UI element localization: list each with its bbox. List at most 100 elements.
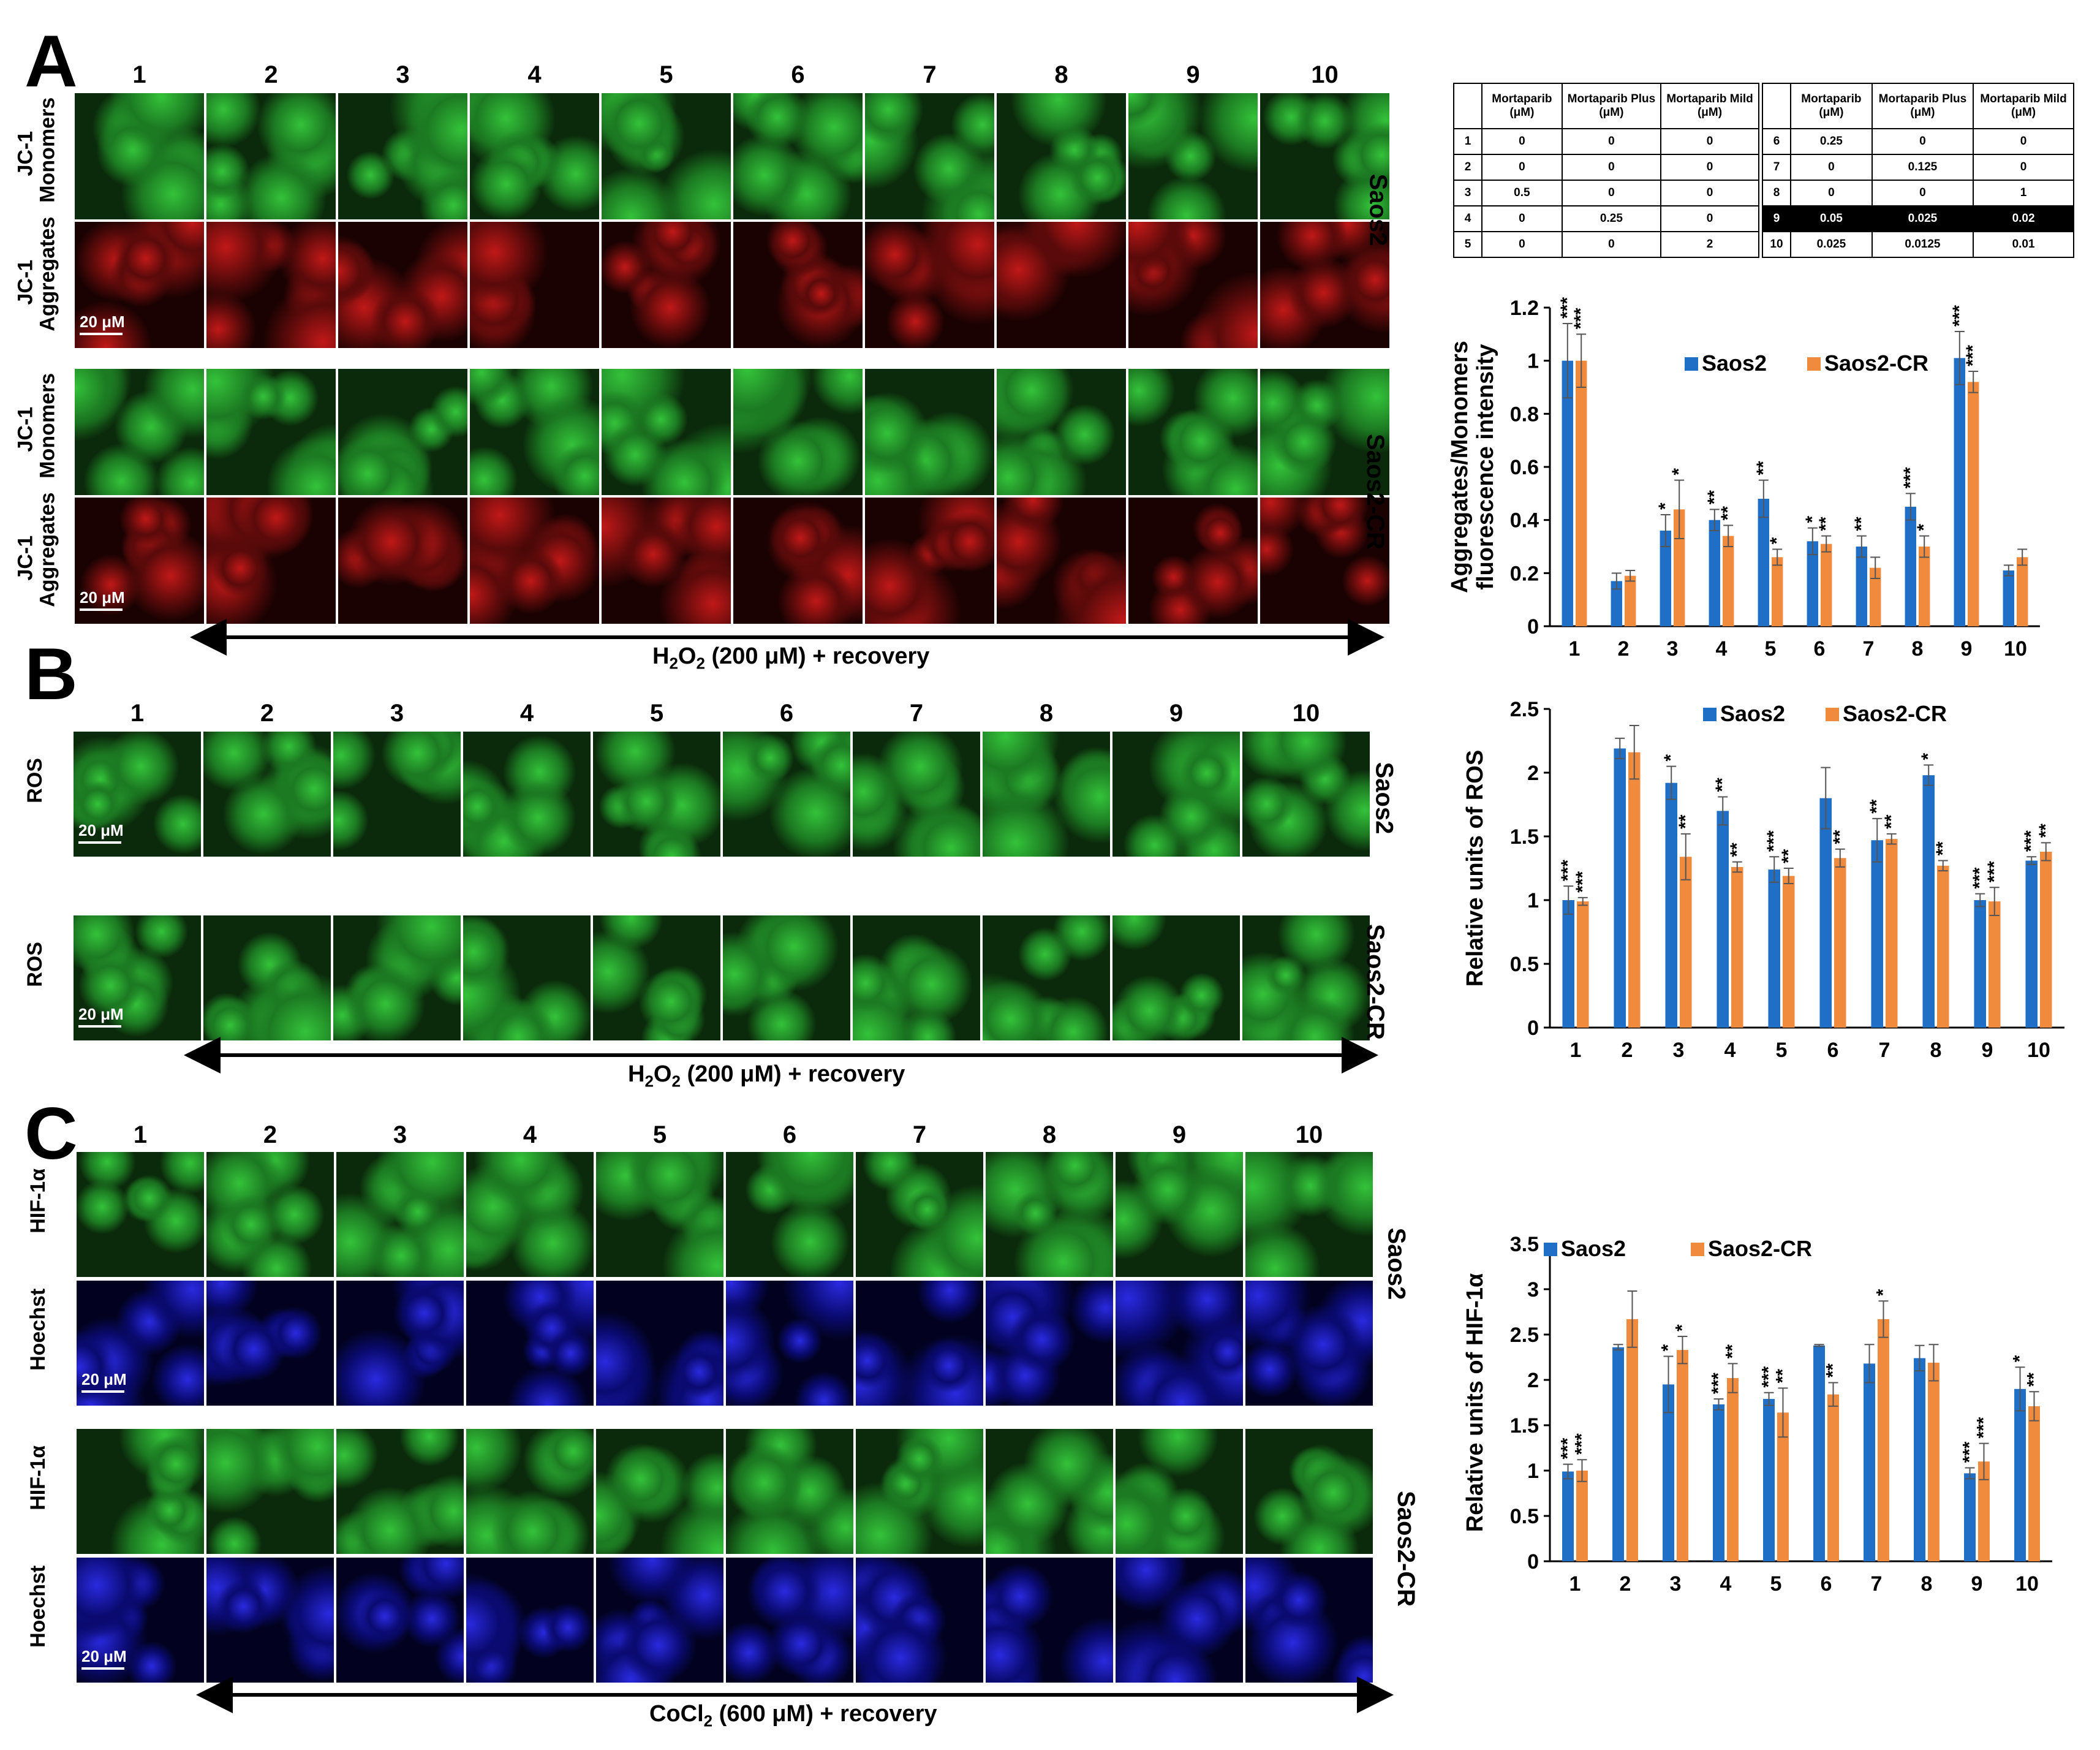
table-row-index: 1 — [1453, 128, 1482, 155]
bar-saos2cr — [1928, 1362, 1939, 1561]
table-cell: 0.0125 — [1871, 231, 1974, 258]
bar-saos2 — [1964, 1473, 1976, 1561]
column-number: 5 — [652, 1121, 667, 1148]
significance-stars: * — [1658, 1344, 1679, 1352]
micrograph-tile — [1241, 730, 1371, 858]
micrograph-tile — [74, 368, 205, 496]
bar-saos2 — [1864, 1363, 1875, 1561]
table-cell: 0 — [1660, 154, 1759, 181]
significance-stars: *** — [1960, 1441, 1980, 1463]
treatment-label-b: H2O2 (200 μM) + recovery — [628, 1061, 905, 1091]
table-header-row: Mortaparib (μM) Mortaparib Plus (μM) Morta… — [1762, 83, 2074, 129]
micrograph-tile — [72, 914, 202, 1042]
micrograph-tile — [465, 1279, 595, 1407]
significance-stars: ** — [1727, 843, 1747, 857]
y-tick-label: 3.5 — [1510, 1233, 1539, 1256]
panel-letter-a: A — [25, 20, 78, 102]
micrograph-tile — [981, 914, 1111, 1042]
micrograph-tile — [864, 368, 995, 496]
micrograph-tile — [984, 1279, 1114, 1407]
column-number: 6 — [782, 1121, 797, 1148]
bar-saos2cr — [1978, 1461, 1990, 1561]
micrograph-tile — [1114, 1428, 1244, 1555]
table-cell: 0 — [1561, 180, 1662, 206]
bar-saos2 — [2014, 1388, 2026, 1561]
x-tick-label: 7 — [1863, 637, 1875, 661]
bar-saos2 — [1813, 1345, 1825, 1561]
column-number: 5 — [659, 61, 673, 88]
bar-saos2 — [1768, 869, 1780, 1028]
significance-stars: ** — [1822, 1363, 1843, 1378]
significance-stars: ** — [1722, 1344, 1742, 1359]
x-tick-label: 1 — [1569, 1572, 1581, 1596]
table-cell: 0 — [1660, 180, 1759, 206]
x-tick-label: 8 — [1930, 1039, 1942, 1062]
column-number: 7 — [909, 700, 924, 727]
micrograph-tile — [1127, 221, 1259, 349]
micrograph-tile — [981, 730, 1111, 858]
column-number: 10 — [1292, 700, 1320, 727]
legend-label: Saos2 — [1720, 701, 1785, 726]
micrograph-tile — [1127, 92, 1259, 221]
significance-stars: ** — [2036, 824, 2056, 838]
micrograph-tile — [1127, 368, 1259, 496]
table-cell: 0 — [1973, 128, 2074, 155]
micrograph-tile — [462, 914, 592, 1042]
scale-bar: 20 μM — [81, 1370, 127, 1393]
micrograph-tile — [984, 1151, 1114, 1278]
micrograph-tile — [732, 92, 864, 221]
table-header-cell: Mortaparib Mild (μM) — [1660, 83, 1759, 129]
x-tick-label: 8 — [1921, 1572, 1933, 1596]
bar-saos2 — [1562, 1471, 1574, 1561]
significance-stars: *** — [2021, 830, 2041, 852]
table-cell: 0 — [1973, 154, 2074, 181]
micrograph-tile — [595, 1556, 725, 1684]
bar-saos2 — [1562, 360, 1573, 626]
y-tick-label: 0.5 — [1510, 953, 1539, 976]
bar-saos2cr — [1626, 1319, 1638, 1561]
bar-saos2 — [1709, 520, 1720, 626]
significance-stars: *** — [1984, 861, 2004, 882]
bar-saos2 — [1974, 900, 1986, 1028]
chart-jc1-ratio: 0 0.2 0.4 0.6 0.8 1 1.2 Aggregates/Monomersfluo… — [1447, 297, 2040, 661]
column-number: 2 — [263, 1121, 278, 1148]
y-tick-label: 0.5 — [1510, 1505, 1539, 1528]
table-row: 7 0 0.125 0 — [1762, 154, 2074, 181]
micrograph-tile — [1241, 914, 1371, 1042]
table-cell: 0 — [1660, 128, 1759, 155]
bar-saos2 — [1856, 547, 1867, 626]
table-row: 4 0 0.25 0 — [1453, 205, 1759, 232]
x-tick-label: 3 — [1673, 1039, 1685, 1062]
y-tick-label: 0.2 — [1510, 562, 1539, 585]
x-tick-label: 3 — [1667, 637, 1679, 661]
x-tick-label: 7 — [1879, 1039, 1890, 1062]
bar-saos2 — [2025, 860, 2038, 1028]
x-tick-label: 5 — [1765, 637, 1777, 661]
bar-saos2cr — [1937, 865, 1949, 1028]
y-tick-label: 0 — [1527, 1550, 1539, 1574]
x-tick-label: 1 — [1569, 637, 1581, 661]
significance-stars: *** — [1973, 1417, 1993, 1438]
bar-saos2cr — [1989, 901, 2001, 1028]
legend-swatch — [1691, 1243, 1704, 1256]
micrograph-tile — [595, 1279, 725, 1407]
x-tick-label: 5 — [1776, 1039, 1788, 1062]
table-cell: 0.01 — [1973, 231, 2074, 258]
bar-saos2 — [1612, 1347, 1624, 1561]
bar-saos2cr — [1878, 1319, 1889, 1561]
bar-saos2cr — [1827, 1394, 1839, 1561]
treatment-label-a: H2O2 (200 μM) + recovery — [652, 643, 930, 673]
legend-swatch — [1544, 1243, 1557, 1256]
micrograph-tile — [855, 1151, 984, 1278]
significance-stars: *** — [1571, 308, 1591, 329]
table-cell: 0 — [1481, 231, 1563, 258]
micrograph-tile — [335, 1556, 465, 1684]
micrograph-tile — [995, 221, 1127, 349]
chart-hif1a: 0 0.5 1 1.5 2 2.5 3 3.5 Relative units of HIF-1α… — [1462, 1233, 2052, 1596]
table-row-index: 7 — [1762, 154, 1791, 181]
treatment-table-left: Mortaparib (μM) Mortaparib Plus (μM) Morta… — [1453, 83, 1759, 258]
bar-saos2cr — [1577, 901, 1589, 1028]
micrograph-tile — [205, 368, 337, 496]
